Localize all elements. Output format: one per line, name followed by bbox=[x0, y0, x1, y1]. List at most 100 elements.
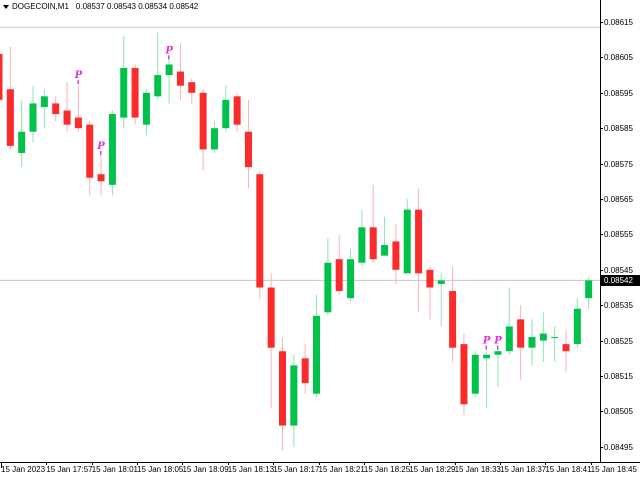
candle-body-bull bbox=[573, 308, 581, 345]
time-label: 15 Jan 18:25 bbox=[363, 465, 411, 474]
pivot-marker-tail-icon bbox=[77, 80, 79, 85]
price-label: 0.08505 bbox=[604, 407, 633, 417]
candle-body-bear bbox=[279, 351, 286, 426]
candle-body-bear bbox=[188, 82, 196, 93]
bid-price-box: 0.08542 bbox=[601, 275, 640, 287]
candle-body-bear bbox=[199, 92, 207, 150]
candle-body-bull bbox=[358, 227, 366, 263]
candle-body-bear bbox=[562, 344, 570, 352]
candle-body-bear bbox=[267, 287, 275, 348]
time-axis-tick bbox=[590, 462, 592, 465]
price-axis-tick bbox=[600, 22, 603, 23]
candle-body-bear bbox=[74, 117, 82, 129]
price-axis-tick bbox=[600, 376, 603, 377]
candle-body-bear bbox=[86, 124, 94, 178]
price-label: 0.08585 bbox=[604, 124, 633, 134]
price-label: 0.08495 bbox=[604, 442, 633, 452]
time-label: 15 Jan 18:29 bbox=[409, 465, 456, 474]
candle-body-bear bbox=[256, 174, 264, 288]
symbol-period-label: DOGECOIN,M1 bbox=[12, 2, 69, 11]
pivot-marker-icon: P bbox=[493, 336, 502, 347]
candle-body-bear bbox=[6, 89, 14, 146]
candle-body-bull bbox=[539, 333, 547, 341]
candle-body-bull bbox=[108, 114, 116, 185]
ohlc-quote-label: 0.08537 0.08543 0.08534 0.08542 bbox=[75, 2, 199, 11]
time-label: 15 Jan 2023 bbox=[1, 465, 46, 474]
candle-body-bear bbox=[517, 319, 525, 348]
candle-body-bull bbox=[551, 337, 559, 339]
pivot-marker-icon: P bbox=[164, 45, 173, 56]
candle-body-bull bbox=[165, 64, 173, 76]
price-label: 0.08595 bbox=[604, 88, 633, 98]
candle-body-bear bbox=[415, 209, 423, 274]
price-label: 0.08605 bbox=[604, 53, 633, 63]
time-axis-tick bbox=[318, 462, 320, 465]
candle-body-bull bbox=[403, 209, 411, 274]
price-label: 0.08525 bbox=[604, 336, 633, 346]
time-label: 15 Jan 18:37 bbox=[499, 465, 547, 474]
candle-body-bull bbox=[120, 68, 128, 118]
time-label: 15 Jan 18:01 bbox=[91, 465, 138, 474]
price-label: 0.08555 bbox=[604, 230, 633, 240]
candle-body-bear bbox=[301, 358, 309, 384]
pivot-marker-tail-icon bbox=[100, 150, 102, 155]
candle-body-bear bbox=[369, 227, 377, 260]
candle-body-bear bbox=[244, 131, 252, 168]
candle-body-bull bbox=[437, 280, 445, 284]
time-axis-tick bbox=[363, 462, 365, 465]
price-label: 0.08535 bbox=[604, 301, 633, 311]
time-axis-tick bbox=[273, 462, 275, 465]
time-axis-tick bbox=[545, 462, 547, 465]
time-axis-tick bbox=[91, 462, 93, 465]
time-axis-line bbox=[0, 462, 640, 463]
candle-body-bull bbox=[471, 354, 479, 394]
candle-body-bull bbox=[29, 103, 37, 132]
pivot-marker-icon: P bbox=[96, 141, 105, 152]
price-axis-tick bbox=[600, 411, 603, 413]
candle-body-bull bbox=[347, 259, 355, 299]
time-axis-tick bbox=[227, 462, 229, 465]
price-axis-tick bbox=[600, 199, 603, 200]
time-axis-tick bbox=[46, 462, 48, 465]
price-label: 0.08565 bbox=[604, 195, 633, 204]
price-axis-tick bbox=[600, 340, 603, 342]
candle-body-bear bbox=[0, 53, 3, 100]
pivot-marker-tail-icon bbox=[485, 345, 488, 350]
candle-body-bear bbox=[392, 241, 400, 270]
price-axis-tick bbox=[600, 269, 603, 271]
candle-body-bull bbox=[494, 351, 502, 355]
candle-body-bull bbox=[40, 96, 48, 107]
candle-body-bear bbox=[449, 291, 457, 348]
pivot-marker-icon: P bbox=[482, 336, 491, 347]
price-axis-tick bbox=[600, 92, 603, 94]
price-label: 0.08575 bbox=[604, 159, 633, 169]
time-axis-tick bbox=[409, 462, 411, 465]
price-axis-tick bbox=[600, 305, 603, 307]
candle-body-bull bbox=[585, 280, 593, 299]
candle-body-bull bbox=[313, 315, 321, 394]
candle-body-bear bbox=[426, 269, 434, 288]
price-label: 0.08615 bbox=[604, 18, 633, 27]
candle-body-bull bbox=[154, 75, 162, 97]
candle-body-bull bbox=[483, 354, 491, 359]
time-label: 15 Jan 17:57 bbox=[46, 465, 93, 474]
candle-body-bear bbox=[176, 71, 184, 86]
chart-collapse-arrow-icon[interactable] bbox=[3, 5, 9, 9]
candle-body-bear bbox=[52, 103, 60, 115]
price-axis-tick bbox=[600, 163, 603, 165]
candle-body-bear bbox=[233, 96, 241, 125]
candle-body-bear bbox=[335, 259, 343, 292]
time-axis-tick bbox=[1, 462, 2, 468]
candle-body-bull bbox=[142, 92, 150, 125]
time-label: 15 Jan 18:09 bbox=[182, 465, 229, 474]
candle-body-bull bbox=[381, 245, 389, 256]
pivot-marker-icon: P bbox=[74, 70, 83, 81]
time-axis-tick bbox=[454, 462, 456, 465]
pivot-marker-tail-icon bbox=[168, 55, 170, 60]
time-label: 15 Jan 18:21 bbox=[318, 465, 365, 474]
time-label: 15 Jan 18:41 bbox=[545, 465, 592, 474]
